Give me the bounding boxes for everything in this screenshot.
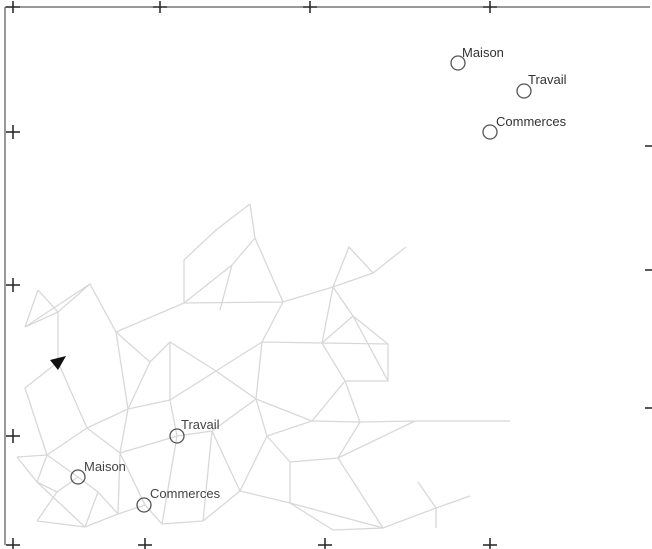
place-marker: [450, 55, 466, 71]
place-label: Commerces: [496, 114, 567, 129]
place-marker: [136, 497, 152, 513]
place-markers: [70, 55, 532, 513]
place-marker: [169, 428, 185, 444]
frame: [4, 6, 650, 545]
cursor-arrow: [50, 356, 66, 370]
place-label: Travail: [181, 417, 220, 432]
place-marker: [70, 469, 86, 485]
place-marker: [482, 124, 498, 140]
frame-ticks: [6, 1, 652, 549]
place-marker: [516, 83, 532, 99]
place-label: Maison: [462, 45, 504, 60]
place-label: Travail: [528, 72, 567, 87]
place-label: Commerces: [150, 486, 221, 501]
street-network: [16, 203, 510, 531]
place-label: Maison: [84, 459, 126, 474]
